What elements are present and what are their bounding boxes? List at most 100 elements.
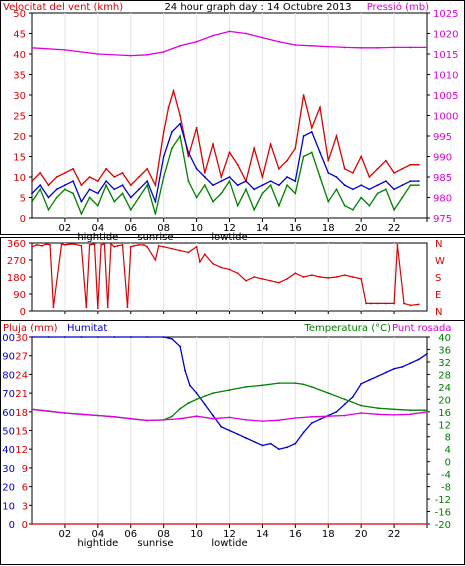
x-event-label: sunrise <box>137 538 173 549</box>
data-point <box>88 196 91 199</box>
x-tick-label: 08 <box>157 529 170 540</box>
data-point <box>393 414 395 416</box>
temp-y-tick-label: 8 <box>445 433 451 444</box>
data-point <box>195 167 198 170</box>
data-point <box>294 382 297 385</box>
data-point <box>179 114 182 117</box>
dir-y-tick-label: 360 <box>7 239 26 250</box>
data-point <box>179 407 182 410</box>
temp-y-tick-label: -12 <box>435 495 451 506</box>
humidity-y-tick-label: 40 <box>2 445 15 456</box>
data-point <box>220 180 223 183</box>
data-point <box>319 418 321 421</box>
data-point <box>195 415 198 418</box>
data-point <box>368 379 371 381</box>
data-point <box>286 184 289 187</box>
data-point <box>64 336 66 338</box>
x-tick-label: 20 <box>355 223 368 234</box>
wind-y-tick-label: 0 <box>20 214 26 225</box>
data-point <box>228 30 231 33</box>
compass-label: E <box>435 290 441 301</box>
data-point <box>187 180 190 183</box>
x-tick-label: 22 <box>388 529 401 540</box>
data-point <box>294 180 297 183</box>
data-point <box>417 303 420 306</box>
dir-y-tick-label: 90 <box>13 290 26 301</box>
humidity-y-tick-label: 0 <box>9 520 15 531</box>
x-tick-label: 14 <box>256 529 269 540</box>
data-point <box>52 306 55 309</box>
data-point <box>269 180 272 183</box>
data-point <box>129 184 132 187</box>
data-point <box>146 180 149 183</box>
data-point <box>245 385 247 388</box>
data-point <box>335 176 338 178</box>
data-point <box>409 409 412 412</box>
data-point <box>236 272 239 275</box>
data-point <box>212 262 214 265</box>
pressure-y-tick-label: 1020 <box>433 30 458 41</box>
x-event-label: lowtide <box>211 232 247 243</box>
data-point <box>261 420 264 423</box>
data-point <box>409 46 412 49</box>
data-point <box>129 417 132 420</box>
data-point <box>187 151 190 154</box>
data-point <box>393 367 395 370</box>
data-point <box>212 143 214 146</box>
x-tick-label: 02 <box>59 529 72 540</box>
data-point <box>302 276 305 278</box>
data-point <box>72 167 75 170</box>
pressure-y-tick-label: 1005 <box>433 91 458 102</box>
wind-y-tick-label: 20 <box>13 132 26 143</box>
data-point <box>360 277 363 280</box>
data-point <box>376 184 379 187</box>
data-point <box>253 188 256 191</box>
data-point <box>360 412 363 414</box>
data-point <box>310 422 313 424</box>
data-point <box>170 415 173 418</box>
data-point <box>343 46 346 49</box>
data-point <box>277 281 280 284</box>
pressure-y-tick-label: 975 <box>433 214 452 225</box>
data-point <box>133 244 135 247</box>
data-point <box>105 167 107 170</box>
data-point <box>426 523 428 525</box>
data-point <box>352 172 354 174</box>
data-point <box>403 302 405 305</box>
data-point <box>126 306 129 309</box>
rain-y-tick-label: 15 <box>15 427 28 438</box>
temp-y-tick-label: 28 <box>438 370 451 381</box>
series-line-2 <box>31 134 419 216</box>
data-point <box>376 302 379 305</box>
data-point <box>228 389 231 391</box>
temp-y-tick-label: 12 <box>438 420 451 431</box>
pressure-axis-label: Pressió (mb) <box>367 1 429 13</box>
data-point <box>426 409 428 412</box>
data-point <box>245 419 247 421</box>
data-point <box>39 184 42 187</box>
data-point <box>409 163 412 166</box>
data-point <box>203 172 206 174</box>
data-point <box>113 188 116 191</box>
x-event-label: lowtide <box>211 538 247 549</box>
data-point <box>212 417 214 420</box>
data-point <box>187 251 190 254</box>
data-point <box>286 446 289 449</box>
data-point <box>393 172 395 174</box>
data-point <box>162 131 165 133</box>
wind-y-tick-label: 30 <box>13 91 26 102</box>
data-point <box>352 395 354 398</box>
pressure-y-tick-label: 985 <box>433 173 452 184</box>
humidity-y-tick-label: 90 <box>2 352 15 363</box>
data-point <box>319 176 321 178</box>
data-point <box>203 395 206 398</box>
wind-y-tick-label: 50 <box>13 9 26 20</box>
data-point <box>64 188 66 191</box>
data-point <box>277 448 280 451</box>
data-point <box>146 336 149 338</box>
x-tick-label: 12 <box>223 223 236 234</box>
x-tick-label: 02 <box>59 223 72 234</box>
data-point <box>269 279 272 282</box>
temp-y-tick-label: 0 <box>445 458 451 469</box>
compass-label: N <box>435 307 442 318</box>
